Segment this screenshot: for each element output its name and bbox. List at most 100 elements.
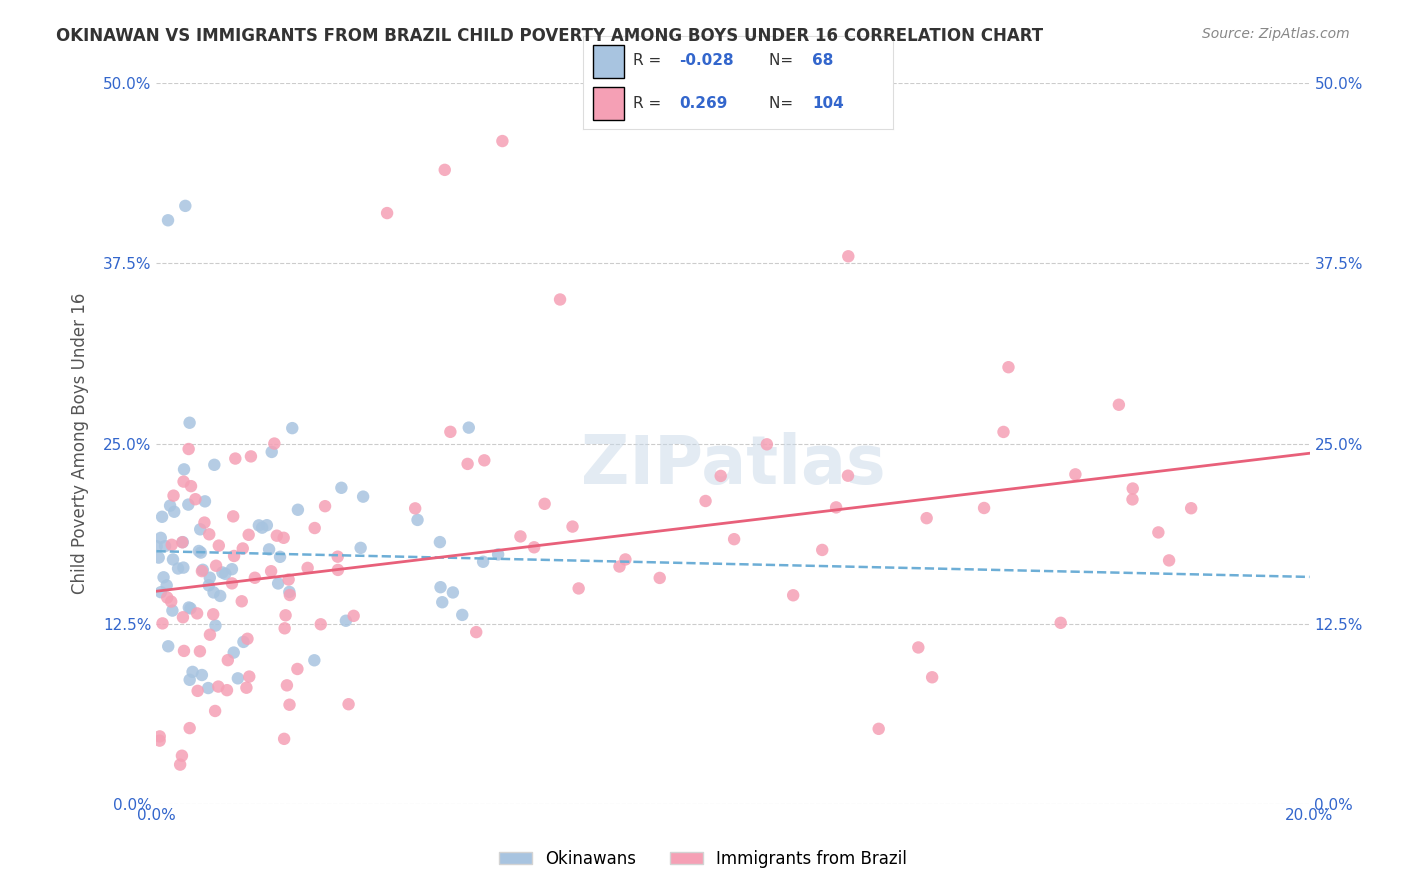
Point xyxy=(153,539,176,553)
Point xyxy=(149,531,172,545)
Point xyxy=(309,617,332,632)
FancyBboxPatch shape xyxy=(593,45,624,78)
Point xyxy=(429,535,451,549)
Point xyxy=(170,748,193,763)
Point xyxy=(226,671,249,685)
Point xyxy=(172,610,194,624)
Point xyxy=(343,608,366,623)
Point xyxy=(1064,467,1087,482)
Point xyxy=(695,494,717,508)
Point xyxy=(915,511,938,525)
Point xyxy=(350,541,373,555)
Point xyxy=(211,566,233,580)
Point xyxy=(326,549,349,564)
Point xyxy=(337,697,360,711)
Point xyxy=(277,573,299,587)
Point xyxy=(221,562,243,576)
Point xyxy=(172,560,194,574)
Point xyxy=(221,576,243,591)
Point xyxy=(207,680,229,694)
Text: -0.028: -0.028 xyxy=(679,54,734,69)
Point xyxy=(173,462,195,476)
Point xyxy=(273,621,295,635)
Text: N=: N= xyxy=(769,95,799,111)
Point xyxy=(150,509,173,524)
Point xyxy=(404,501,426,516)
Point xyxy=(260,445,283,459)
Point xyxy=(281,421,304,435)
Point xyxy=(198,628,221,642)
Point xyxy=(172,535,194,549)
Point xyxy=(202,458,225,472)
Point xyxy=(811,543,834,558)
Point xyxy=(755,437,778,451)
Point xyxy=(180,479,202,493)
Point xyxy=(222,646,245,660)
Text: ZIPatlas: ZIPatlas xyxy=(581,432,886,498)
Point xyxy=(723,532,745,546)
FancyBboxPatch shape xyxy=(593,87,624,120)
Text: R =: R = xyxy=(633,54,666,69)
Text: 104: 104 xyxy=(813,95,844,111)
Point xyxy=(568,582,591,596)
Point xyxy=(472,555,495,569)
Point xyxy=(523,541,546,555)
Text: Source: ZipAtlas.com: Source: ZipAtlas.com xyxy=(1202,27,1350,41)
Point xyxy=(167,561,190,575)
Point xyxy=(710,469,733,483)
Point xyxy=(266,529,288,543)
Point xyxy=(921,670,943,684)
Point xyxy=(204,618,226,632)
Point xyxy=(260,564,283,578)
Point xyxy=(162,604,184,618)
Point xyxy=(181,665,204,679)
Text: N=: N= xyxy=(769,54,799,69)
Point xyxy=(250,521,273,535)
Point xyxy=(1121,492,1143,507)
Point xyxy=(202,585,225,599)
Point xyxy=(973,501,995,516)
Point xyxy=(439,425,461,439)
Point xyxy=(429,580,451,594)
Point xyxy=(782,588,804,602)
Point xyxy=(326,563,349,577)
Point xyxy=(533,497,555,511)
Point xyxy=(614,552,637,566)
Point xyxy=(198,527,221,541)
Point xyxy=(188,644,211,658)
Point xyxy=(177,442,200,456)
Text: 0.269: 0.269 xyxy=(679,95,728,111)
Point xyxy=(157,640,180,654)
Point xyxy=(209,589,232,603)
Point xyxy=(375,206,398,220)
Point xyxy=(1049,615,1071,630)
Point xyxy=(297,561,319,575)
Point xyxy=(179,601,201,615)
Point xyxy=(1147,525,1170,540)
Point xyxy=(208,539,231,553)
Point xyxy=(160,594,183,608)
Point xyxy=(269,549,291,564)
Point xyxy=(993,425,1015,439)
Point xyxy=(825,500,848,515)
Point xyxy=(173,644,195,658)
Point xyxy=(441,585,464,599)
Point xyxy=(172,535,194,549)
Point xyxy=(222,509,245,524)
Point xyxy=(287,662,309,676)
Point xyxy=(186,607,208,621)
Point xyxy=(188,522,211,536)
Point xyxy=(190,545,212,559)
Point xyxy=(152,616,174,631)
Point xyxy=(179,673,201,687)
Point xyxy=(278,588,301,602)
Point xyxy=(148,550,170,565)
Point xyxy=(273,731,295,746)
Point xyxy=(174,199,197,213)
Point xyxy=(304,653,326,667)
Point xyxy=(278,585,301,599)
Point xyxy=(486,548,509,562)
Point xyxy=(191,668,214,682)
Point xyxy=(274,608,297,623)
Point xyxy=(273,531,295,545)
